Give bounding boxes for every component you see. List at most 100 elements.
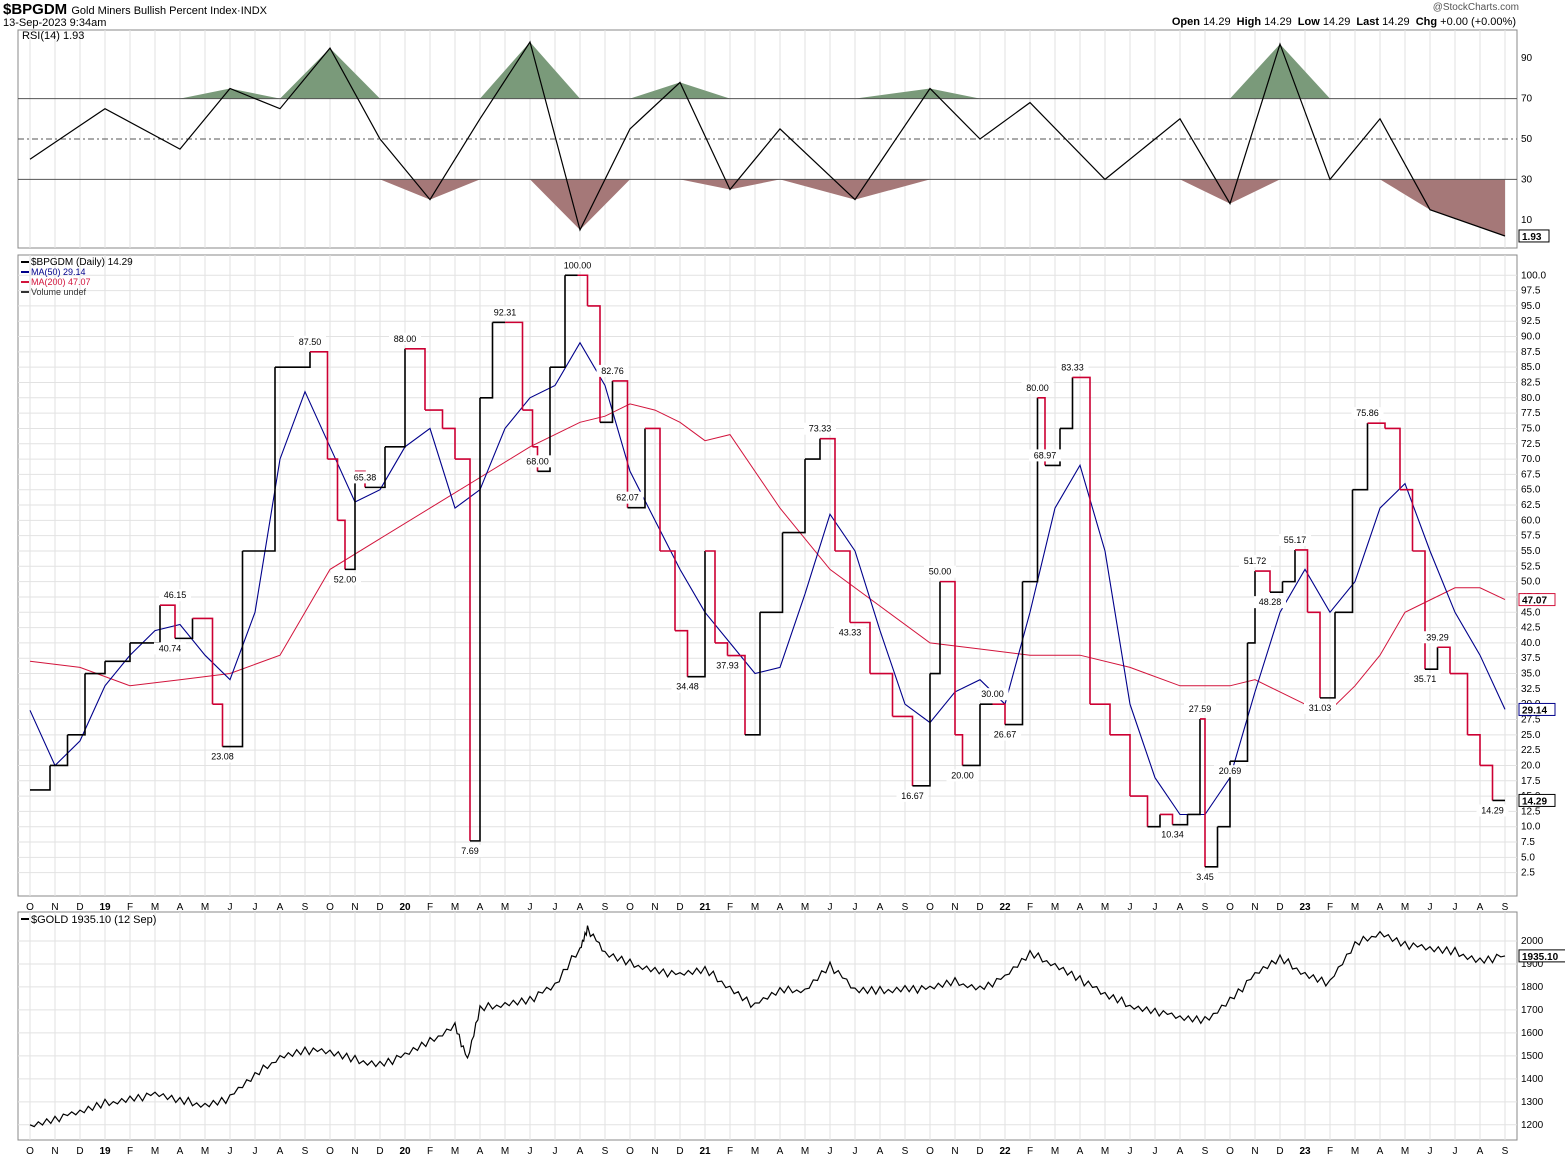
- month-tick-label: J: [253, 902, 258, 913]
- price-step-line: [1110, 734, 1131, 797]
- month-tick-label: A: [777, 1146, 784, 1157]
- high-label: High: [1236, 16, 1262, 28]
- price-step-line: [1205, 826, 1219, 868]
- price-step-line: [1130, 795, 1149, 827]
- month-tick-label: O: [626, 1146, 634, 1157]
- rsi-last-value-box: [1518, 229, 1550, 243]
- month-tick-label: 22: [999, 1146, 1011, 1157]
- month-tick-label: M: [801, 902, 809, 913]
- price-step-line: [1072, 376, 1091, 705]
- legend-main-series: $BPGDM (Daily) 14.29: [31, 257, 133, 268]
- price-annotation-bg: [154, 642, 186, 655]
- price-annotation: 35.71: [1414, 674, 1437, 684]
- price-annotation: 68.00: [526, 456, 549, 466]
- price-annotation-bg: [159, 589, 191, 602]
- legend-volume: Volume undef: [31, 287, 87, 297]
- month-tick-label: J: [528, 1146, 533, 1157]
- price-step-line: [612, 380, 629, 508]
- month-tick-label: 21: [699, 1146, 711, 1157]
- month-tick-label: A: [577, 902, 584, 913]
- month-tick-label: S: [902, 902, 909, 913]
- month-tick-label: J: [1153, 902, 1158, 913]
- price-step-line: [1335, 489, 1354, 614]
- gold-y-tick-label: 2000: [1521, 936, 1544, 947]
- price-annotation: 20.00: [951, 770, 974, 780]
- rsi-tick-label: 10: [1521, 215, 1533, 226]
- symbol-label: $BPGDM: [3, 1, 68, 18]
- month-tick-label: F: [727, 1146, 733, 1157]
- price-annotation-bg: [976, 688, 1009, 701]
- month-tick-label: A: [1077, 902, 1084, 913]
- price-annotation-bg: [596, 364, 629, 377]
- month-tick-label: D: [76, 1146, 83, 1157]
- main-y-tick-label: 82.5: [1521, 377, 1541, 388]
- main-y-tick-label: 57.5: [1521, 531, 1541, 542]
- ma200-last-value-label: 47.07: [1522, 596, 1547, 607]
- price-annotation-bg: [1214, 765, 1246, 778]
- month-tick-label: N: [651, 1146, 658, 1157]
- gold-y-tick-label: 1900: [1521, 959, 1544, 970]
- price-annotation-bg: [1021, 381, 1054, 394]
- low-label: Low: [1297, 16, 1320, 28]
- price-step-line: [1320, 612, 1336, 699]
- month-tick-label: O: [26, 1146, 34, 1157]
- price-annotation: 65.38: [354, 472, 377, 482]
- price-step-line: [1295, 549, 1309, 613]
- month-tick-label: A: [1177, 902, 1184, 913]
- price-annotation: 62.07: [616, 493, 639, 503]
- main-y-tick-label: 27.5: [1521, 714, 1541, 725]
- month-tick-label: M: [201, 1146, 209, 1157]
- month-tick-label: J: [1128, 902, 1133, 913]
- month-tick-label: J: [828, 902, 833, 913]
- month-tick-label: M: [1051, 902, 1059, 913]
- price-step-line: [1352, 423, 1369, 491]
- month-tick-label: A: [577, 1146, 584, 1157]
- month-tick-label: J: [1128, 1146, 1133, 1157]
- price-step-line: [222, 550, 244, 748]
- gold-y-tick-label: 1400: [1521, 1074, 1544, 1085]
- price-annotation: 50.00: [929, 567, 952, 577]
- month-tick-label: F: [127, 902, 133, 913]
- price-step-line: [577, 274, 589, 306]
- month-tick-label: M: [201, 902, 209, 913]
- price-step-line: [192, 617, 214, 705]
- main-y-tick-label: 10.0: [1521, 822, 1541, 833]
- month-tick-label: A: [1077, 1146, 1084, 1157]
- month-tick-label: M: [1101, 1146, 1109, 1157]
- main-y-tick-label: 17.5: [1521, 776, 1541, 787]
- month-tick-label: 20: [399, 902, 411, 913]
- price-annotation-bg: [1476, 804, 1509, 817]
- main-y-tick-label: 60.0: [1521, 515, 1541, 526]
- price-annotation-bg: [1056, 361, 1089, 374]
- month-tick-label: S: [302, 902, 309, 913]
- price-step-line: [327, 458, 339, 521]
- open-value: 14.29: [1203, 16, 1231, 28]
- price-annotation: 34.48: [676, 682, 699, 692]
- price-annotation: 40.74: [159, 643, 182, 653]
- price-annotation: 88.00: [394, 334, 417, 344]
- legend-ma200: MA(200) 47.07: [31, 277, 91, 287]
- month-tick-label: 23: [1299, 1146, 1311, 1157]
- month-tick-label: A: [477, 1146, 484, 1157]
- main-y-tick-label: 65.0: [1521, 485, 1541, 496]
- chg-label: Chg: [1415, 16, 1438, 28]
- price-step-line: [385, 348, 406, 448]
- month-tick-label: N: [651, 902, 658, 913]
- price-annotation-bg: [1351, 407, 1384, 420]
- month-tick-label: A: [1177, 1146, 1184, 1157]
- price-step-line: [365, 446, 386, 489]
- price-step-line: [522, 409, 534, 447]
- price-annotation-bg: [834, 626, 866, 639]
- gold-panel: [17, 911, 1518, 1141]
- price-step-line: [820, 437, 836, 551]
- month-tick-label: F: [1327, 902, 1333, 913]
- price-step-line: [675, 629, 689, 677]
- main-y-tick-label: 67.5: [1521, 469, 1541, 480]
- price-annotation-bg: [329, 573, 361, 586]
- month-tick-label: D: [376, 902, 383, 913]
- month-tick-label: 20: [399, 1146, 411, 1157]
- month-tick-label: N: [351, 1146, 358, 1157]
- price-step-line: [992, 703, 1006, 725]
- price-step-line: [275, 351, 311, 368]
- price-step-line: [705, 550, 716, 643]
